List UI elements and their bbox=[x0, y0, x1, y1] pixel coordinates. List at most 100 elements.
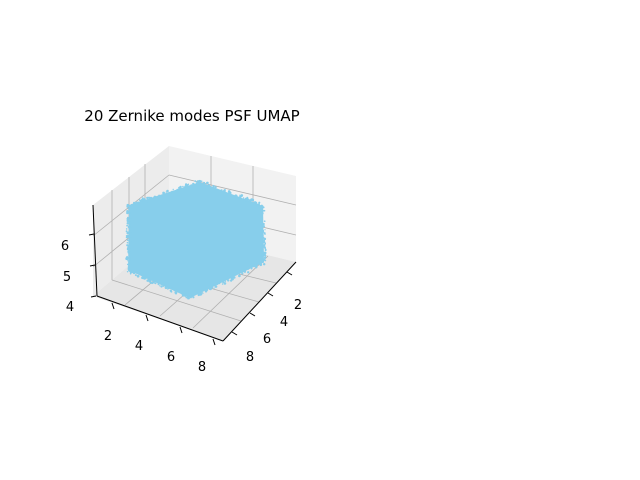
scatter-point bbox=[261, 206, 263, 208]
scatter-point bbox=[152, 280, 155, 284]
scatter-point bbox=[192, 182, 195, 186]
scatter-point bbox=[252, 264, 256, 267]
scatter-point bbox=[129, 206, 132, 210]
scatter-point bbox=[138, 199, 141, 201]
scatter-point bbox=[126, 211, 129, 215]
scatter-point bbox=[250, 267, 253, 270]
scatter-point bbox=[261, 219, 264, 222]
scatter-point bbox=[126, 219, 130, 223]
scatter-point bbox=[127, 207, 130, 210]
scatter-point bbox=[238, 270, 241, 273]
scatter-point bbox=[196, 181, 199, 185]
scatter-point bbox=[165, 194, 168, 196]
scatter-point bbox=[260, 215, 263, 219]
scatter-point bbox=[203, 181, 206, 184]
scatter-point bbox=[212, 184, 215, 187]
x-tick-label: 8 bbox=[198, 360, 206, 375]
scatter-point bbox=[264, 257, 266, 259]
scatter-point bbox=[238, 274, 241, 278]
scatter-point bbox=[262, 260, 265, 263]
scatter-point bbox=[216, 283, 219, 286]
scatter-point bbox=[148, 281, 151, 283]
scatter-point bbox=[182, 293, 186, 297]
z-tick-label: 5 bbox=[63, 270, 71, 285]
scatter-point bbox=[258, 263, 262, 266]
scatter-point bbox=[243, 269, 246, 272]
scatter-point bbox=[191, 294, 193, 296]
scatter-point bbox=[125, 230, 128, 233]
scatter-point bbox=[212, 284, 215, 286]
scatter-point bbox=[260, 211, 264, 215]
scatter-point bbox=[127, 266, 130, 268]
scatter-point bbox=[263, 237, 267, 241]
scatter-point bbox=[130, 203, 133, 206]
scatter-point bbox=[258, 202, 260, 205]
scatter-point bbox=[239, 194, 241, 197]
scatter-point bbox=[260, 207, 263, 211]
scatter-point bbox=[125, 234, 128, 237]
scatter-point bbox=[202, 181, 205, 183]
scatter-point bbox=[135, 202, 138, 206]
y-tick-label: 2 bbox=[294, 298, 302, 313]
scatter-point bbox=[262, 206, 265, 209]
chart-title: 20 Zernike modes PSF UMAP bbox=[84, 107, 299, 125]
scatter-point bbox=[261, 227, 263, 230]
scatter-point bbox=[262, 244, 265, 247]
scatter-point bbox=[141, 276, 144, 280]
scatter-point bbox=[264, 248, 267, 252]
y-tick-label: 4 bbox=[280, 315, 288, 330]
scatter-point bbox=[213, 287, 215, 289]
scatter-point bbox=[255, 201, 258, 204]
scatter-point bbox=[264, 229, 266, 231]
scatter-point bbox=[154, 282, 157, 285]
scatter-point bbox=[251, 265, 254, 268]
scatter-point bbox=[159, 282, 161, 285]
scatter-point bbox=[227, 279, 230, 282]
scatter-point bbox=[197, 291, 200, 294]
scatter-point bbox=[138, 202, 142, 206]
scatter-point bbox=[174, 291, 177, 294]
scatter-point bbox=[262, 226, 264, 229]
x-tick-label: 2 bbox=[104, 329, 112, 344]
scatter-point bbox=[126, 231, 130, 235]
scatter-point bbox=[127, 260, 129, 262]
scatter-point bbox=[141, 200, 145, 204]
scatter-point bbox=[166, 189, 169, 193]
scatter-series bbox=[125, 179, 267, 300]
scatter-point bbox=[263, 241, 266, 244]
scatter-point bbox=[153, 196, 157, 200]
x-tick-label: 6 bbox=[167, 350, 175, 365]
scatter-point bbox=[128, 240, 132, 243]
scatter-point bbox=[229, 275, 232, 278]
scatter-point bbox=[202, 292, 204, 294]
scatter-point bbox=[173, 289, 176, 292]
scatter-point bbox=[214, 186, 217, 189]
scatter-point bbox=[262, 225, 266, 228]
scatter-point bbox=[128, 263, 130, 266]
scatter-point bbox=[127, 267, 131, 271]
scatter-point bbox=[184, 293, 188, 297]
scatter-point bbox=[180, 291, 183, 294]
scatter-point bbox=[264, 247, 267, 249]
scatter-point bbox=[184, 184, 187, 188]
scatter-point bbox=[129, 230, 132, 233]
scatter-point bbox=[209, 288, 212, 291]
scatter-point bbox=[217, 281, 220, 284]
scatter-point bbox=[126, 239, 129, 241]
scatter-point bbox=[261, 236, 263, 238]
scatter-point bbox=[241, 272, 244, 275]
scatter-point bbox=[248, 199, 252, 202]
scatter-point bbox=[210, 187, 214, 191]
scatter-point bbox=[226, 192, 229, 196]
scatter-point bbox=[202, 183, 204, 186]
scatter-point bbox=[146, 276, 148, 278]
scatter-point bbox=[206, 181, 209, 185]
scatter-point bbox=[128, 256, 131, 259]
scatter-point bbox=[142, 198, 145, 201]
scatter-point bbox=[262, 234, 264, 236]
scatter-point bbox=[135, 201, 138, 204]
scatter-point bbox=[229, 191, 232, 195]
scatter-point bbox=[144, 276, 147, 280]
z-tick-labels: 4 5 6 bbox=[61, 239, 74, 315]
scatter-point bbox=[263, 232, 266, 235]
